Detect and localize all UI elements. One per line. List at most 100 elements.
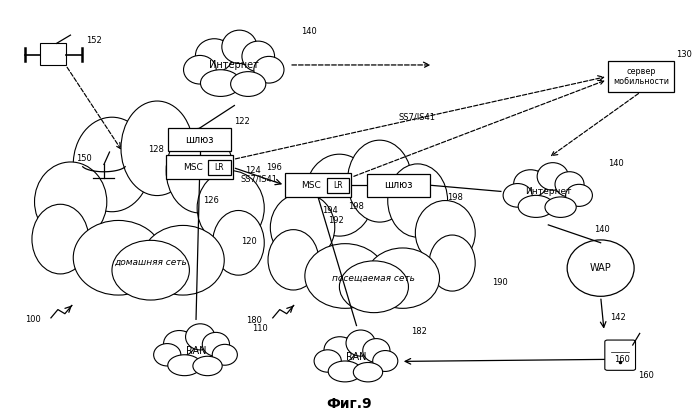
Text: RAN: RAN [346, 352, 367, 362]
Ellipse shape [196, 39, 233, 72]
Ellipse shape [429, 235, 475, 291]
Ellipse shape [353, 362, 382, 382]
Ellipse shape [545, 197, 576, 218]
Text: 152: 152 [87, 36, 102, 45]
Ellipse shape [415, 201, 475, 265]
Ellipse shape [201, 70, 240, 97]
Text: 182: 182 [411, 327, 427, 336]
Ellipse shape [366, 248, 440, 308]
FancyBboxPatch shape [285, 173, 351, 197]
Ellipse shape [222, 30, 257, 64]
Ellipse shape [537, 163, 568, 190]
Ellipse shape [518, 170, 579, 213]
Text: Фиг.9: Фиг.9 [326, 397, 373, 411]
Ellipse shape [168, 355, 201, 376]
Ellipse shape [200, 39, 269, 91]
Ellipse shape [340, 261, 408, 313]
Ellipse shape [268, 230, 319, 290]
Ellipse shape [185, 324, 215, 350]
FancyBboxPatch shape [208, 160, 231, 175]
Text: 142: 142 [610, 313, 626, 322]
Text: 120: 120 [241, 237, 257, 246]
Ellipse shape [503, 183, 532, 207]
Ellipse shape [32, 204, 89, 274]
FancyBboxPatch shape [168, 128, 231, 151]
Text: 130: 130 [676, 50, 692, 59]
Text: Интернет: Интернет [210, 60, 259, 70]
Ellipse shape [305, 154, 374, 236]
Text: сервер
мобильности: сервер мобильности [613, 67, 669, 86]
Ellipse shape [388, 164, 447, 237]
Ellipse shape [314, 350, 341, 372]
Ellipse shape [567, 240, 634, 296]
Text: шлюз: шлюз [384, 180, 412, 190]
Ellipse shape [328, 337, 385, 378]
Ellipse shape [565, 184, 593, 206]
Ellipse shape [167, 331, 225, 371]
Ellipse shape [231, 72, 266, 97]
Text: 198: 198 [348, 202, 364, 210]
Text: 128: 128 [147, 145, 164, 154]
Text: 198: 198 [447, 193, 463, 202]
Text: 140: 140 [607, 159, 624, 168]
Text: RAN: RAN [186, 346, 206, 356]
Ellipse shape [73, 117, 151, 212]
Ellipse shape [73, 220, 164, 295]
Ellipse shape [254, 57, 284, 83]
Text: 190: 190 [493, 278, 508, 287]
Ellipse shape [184, 55, 216, 84]
Ellipse shape [555, 172, 584, 197]
FancyBboxPatch shape [327, 178, 350, 193]
Text: 140: 140 [301, 27, 317, 36]
Text: SS7/IS41: SS7/IS41 [240, 175, 278, 184]
Ellipse shape [346, 330, 375, 356]
Text: Интернет: Интернет [525, 187, 572, 196]
Ellipse shape [164, 331, 195, 357]
Text: 140: 140 [593, 225, 610, 234]
Text: посещаемая сеть: посещаемая сеть [333, 274, 415, 283]
Ellipse shape [329, 361, 361, 382]
Text: 126: 126 [203, 196, 219, 205]
Text: 124: 124 [245, 166, 261, 175]
Text: 194: 194 [322, 206, 338, 215]
Ellipse shape [202, 332, 229, 356]
Ellipse shape [197, 171, 264, 245]
Ellipse shape [212, 344, 238, 365]
Ellipse shape [193, 356, 222, 376]
Ellipse shape [242, 41, 275, 72]
Text: 180: 180 [247, 316, 262, 325]
Text: MSC: MSC [182, 163, 203, 172]
Text: 150: 150 [75, 154, 92, 163]
Ellipse shape [518, 196, 554, 218]
Text: LR: LR [333, 181, 343, 190]
FancyBboxPatch shape [367, 174, 430, 197]
Ellipse shape [166, 129, 233, 213]
Text: MSC: MSC [301, 181, 321, 190]
Ellipse shape [121, 101, 193, 196]
Text: 110: 110 [252, 324, 268, 333]
Ellipse shape [142, 225, 224, 295]
Text: 100: 100 [25, 315, 41, 324]
Ellipse shape [271, 193, 335, 262]
Ellipse shape [324, 337, 355, 363]
Text: SS7/IS41: SS7/IS41 [398, 112, 435, 121]
Ellipse shape [305, 244, 385, 308]
Text: 160: 160 [614, 355, 630, 364]
Ellipse shape [373, 351, 398, 371]
Text: 196: 196 [266, 163, 282, 172]
Ellipse shape [154, 344, 181, 366]
Ellipse shape [212, 210, 264, 275]
FancyBboxPatch shape [607, 61, 674, 92]
Text: шлюз: шлюз [185, 135, 214, 145]
Text: 122: 122 [234, 117, 250, 126]
Ellipse shape [73, 134, 228, 282]
FancyBboxPatch shape [166, 155, 233, 179]
FancyBboxPatch shape [41, 43, 66, 65]
FancyBboxPatch shape [605, 340, 635, 370]
Ellipse shape [305, 168, 443, 297]
Text: домашняя сеть: домашняя сеть [115, 258, 187, 266]
Ellipse shape [112, 240, 189, 300]
Text: 160: 160 [638, 371, 654, 380]
Ellipse shape [514, 170, 547, 197]
Text: WAP: WAP [590, 263, 612, 273]
